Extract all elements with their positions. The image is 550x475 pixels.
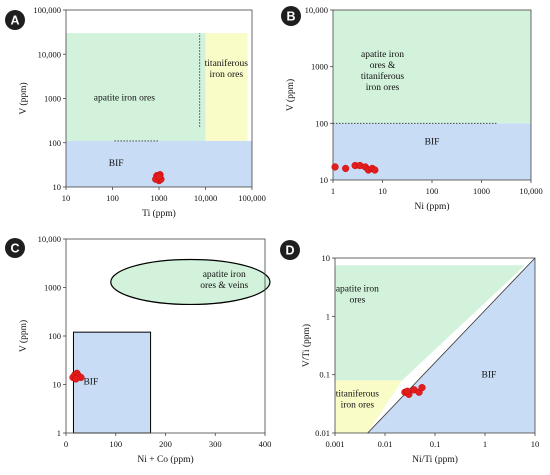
panel-badge-letter: C [10, 242, 19, 256]
y-tick-label: 10,000 [305, 5, 328, 15]
field-apatite-iron-ores-titaniferous-iron-ores [333, 10, 531, 124]
x-tick-label: 10 [531, 439, 540, 449]
panel-a: apatite iron ores titaniferous iron ores BI… [5, 5, 266, 219]
field-label: apatite iron ores & titaniferous iron ores [361, 50, 405, 93]
field-label: BIF [109, 159, 124, 169]
panel-badge-letter: D [285, 244, 294, 258]
x-tick-label: 400 [259, 439, 272, 449]
field-apatite-iron-ores-veins [110, 258, 271, 306]
y-tick-label: 0.1 [319, 370, 330, 380]
field-label: apatite iron ores & veins [200, 270, 248, 291]
x-tick-label: 10,000 [194, 193, 217, 203]
field-label: BIF [482, 370, 497, 380]
x-axis-label: Ni + Co (ppm) [137, 454, 193, 465]
panel-badge-letter: A [10, 14, 19, 28]
data-point [331, 163, 339, 171]
x-tick-label: 10,000 [519, 186, 542, 196]
x-tick-label: 100 [106, 193, 119, 203]
field-label: apatite iron ores [94, 94, 156, 104]
y-tick-label: 100 [48, 138, 61, 148]
x-tick-label: 200 [159, 439, 172, 449]
x-axis-label: Ti (ppm) [142, 208, 176, 219]
x-tick-label: 0.01 [378, 439, 393, 449]
x-tick-label: 100 [109, 439, 122, 449]
x-tick-label: 300 [209, 439, 222, 449]
x-tick-label: 100 [426, 186, 439, 196]
field-apatite-iron-ores [335, 265, 525, 381]
x-axis-label: Ni/Ti (ppm) [412, 454, 458, 465]
field-bif [72, 331, 152, 434]
y-tick-label: 1000 [44, 283, 61, 293]
x-tick-label: 1000 [151, 193, 168, 203]
y-tick-label: 1 [57, 428, 61, 438]
field-label: titaniferous iron ores [336, 388, 380, 410]
y-tick-label: 100,000 [33, 5, 61, 15]
y-tick-label: 1000 [44, 94, 61, 104]
x-axis-label: Ni (ppm) [414, 201, 449, 212]
y-tick-label: 10 [320, 175, 329, 185]
y-tick-label: 10 [322, 253, 331, 263]
x-tick-label: 1 [331, 186, 335, 196]
panel-b: apatite iron ores & titaniferous iron ores B… [281, 5, 543, 212]
y-tick-label: 1000 [311, 62, 328, 72]
y-axis-label: V (ppm) [285, 79, 296, 111]
panel-badge [281, 6, 301, 26]
data-point [72, 375, 80, 383]
y-tick-label: 1 [326, 311, 330, 321]
field-label: apatite iron ores [336, 284, 379, 305]
field-label: BIF [425, 138, 440, 148]
panel-badge [280, 240, 300, 260]
data-point [371, 166, 379, 174]
x-tick-label: 10 [378, 186, 387, 196]
y-axis-label: V (ppm) [18, 320, 29, 352]
y-tick-label: 100 [48, 331, 61, 341]
x-tick-label: 100,000 [238, 193, 266, 203]
y-tick-label: 0.01 [315, 428, 330, 438]
x-tick-label: 0.001 [325, 439, 344, 449]
data-point [155, 173, 163, 181]
field-apatite-iron-ores [66, 33, 206, 141]
data-point [403, 387, 411, 395]
y-tick-label: 100 [315, 118, 328, 128]
field-bif [333, 123, 531, 180]
x-tick-label: 10 [62, 193, 71, 203]
data-point [418, 384, 426, 392]
y-tick-label: 10 [53, 182, 62, 192]
panel-badge [5, 10, 25, 30]
field-titaniferous-iron-ores [335, 380, 403, 433]
x-tick-label: 0 [64, 439, 68, 449]
field-label: titaniferous iron ores [205, 58, 249, 80]
field-boundary-line [367, 257, 536, 434]
field-label: BIF [83, 378, 98, 388]
panel-badge [5, 238, 25, 258]
panel-d: apatite iron ores titaniferous iron ores BIF… [280, 240, 539, 465]
y-tick-label: 10,000 [38, 49, 61, 59]
y-tick-label: 10 [53, 380, 62, 390]
field-titaniferous-iron-ores [205, 33, 248, 141]
x-tick-label: 1 [483, 439, 487, 449]
panel-badge-letter: B [286, 10, 295, 24]
data-point [342, 164, 350, 173]
y-axis-label: V (ppm) [18, 82, 29, 114]
y-tick-label: 10,000 [38, 234, 61, 244]
y-axis-label: V/Ti (ppm) [301, 324, 312, 367]
x-tick-label: 1000 [473, 186, 490, 196]
x-tick-label: 0.1 [430, 439, 441, 449]
panel-c: apatite iron ores & veins BIF 0 100 200 300 400… [5, 234, 271, 465]
